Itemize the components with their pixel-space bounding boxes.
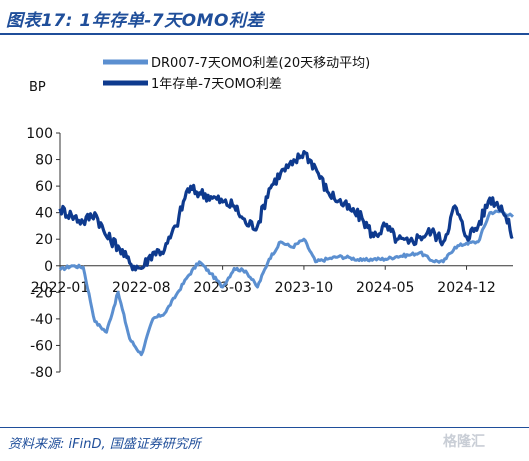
- x-axis: 2022-01 2022-08 2023-03 2023-10 2024-05 2024-…: [31, 265, 513, 296]
- x-tick-label: 2024-05: [356, 280, 415, 296]
- x-tick-label: 2023-10: [275, 280, 334, 296]
- y-tick-label: 100: [26, 126, 53, 142]
- y-tick-label: 80: [35, 153, 53, 169]
- y-tick-label: 60: [35, 179, 53, 195]
- series-line-dr007: [58, 209, 515, 357]
- chart-legend: DR007-7天OMO利差(20天移动平均) 1年存单-7天OMO利差: [103, 56, 370, 92]
- y-tick-label: -60: [30, 338, 53, 354]
- y-axis: 100 80 60 40 20 0 -20 -40 -60 -80: [26, 126, 61, 381]
- y-tick-label: -40: [30, 312, 53, 328]
- chart-title: 图表17: 1年存单-7天OMO利差: [6, 11, 264, 31]
- y-tick-label: 0: [44, 259, 53, 275]
- y-tick-label: 40: [35, 206, 53, 222]
- x-tick-label: 2024-12: [437, 280, 496, 296]
- y-axis-unit: BP: [29, 80, 46, 95]
- legend-label-dr007: DR007-7天OMO利差(20天移动平均): [151, 56, 370, 71]
- footer-divider: [0, 427, 529, 428]
- watermark-logo: 格隆汇: [443, 434, 485, 450]
- y-tick-label: 20: [35, 232, 53, 248]
- plot-area: [58, 150, 515, 357]
- x-tick-label: 2022-01: [31, 280, 90, 296]
- legend-label-ncd: 1年存单-7天OMO利差: [151, 77, 282, 92]
- x-tick-label: 2022-08: [112, 280, 171, 296]
- series-line-ncd: [58, 150, 514, 272]
- title-divider: [0, 33, 529, 35]
- source-note: 资料来源: iFinD, 国盛证券研究所: [8, 437, 201, 452]
- y-tick-label: -20: [30, 285, 53, 301]
- y-tick-label: -80: [30, 365, 53, 381]
